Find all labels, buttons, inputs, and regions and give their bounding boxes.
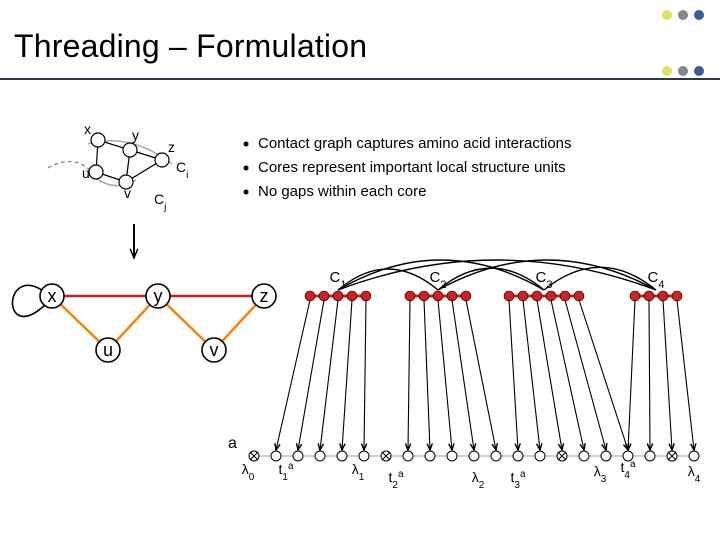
svg-text:a: a bbox=[228, 435, 237, 452]
svg-text:λ1: λ1 bbox=[352, 461, 365, 483]
svg-text:λ4: λ4 bbox=[688, 463, 701, 485]
svg-text:C2: C2 bbox=[430, 269, 447, 291]
svg-text:λ3: λ3 bbox=[594, 463, 607, 485]
svg-text:λ0: λ0 bbox=[242, 461, 255, 483]
svg-text:t3a: t3a bbox=[510, 469, 525, 491]
svg-text:Ci: Ci bbox=[176, 159, 188, 181]
svg-text:C3: C3 bbox=[536, 269, 553, 291]
svg-text:z: z bbox=[168, 139, 175, 155]
svg-text:t1a: t1a bbox=[278, 461, 293, 483]
svg-text:t4a: t4a bbox=[620, 459, 635, 481]
svg-text:y: y bbox=[154, 286, 163, 306]
svg-text:t2a: t2a bbox=[388, 469, 403, 491]
svg-text:z: z bbox=[260, 286, 269, 306]
svg-text:u: u bbox=[82, 165, 90, 181]
svg-text:Cj: Cj bbox=[154, 191, 166, 213]
svg-text:x: x bbox=[84, 121, 91, 137]
diagram-canvas: xyzuvCiCjxyzuvC1C2C3C4aλ0t1aλ1t2aλ2t3aλ3… bbox=[0, 0, 720, 540]
svg-text:v: v bbox=[124, 185, 131, 201]
svg-text:y: y bbox=[132, 127, 139, 143]
svg-text:u: u bbox=[103, 340, 113, 360]
svg-text:λ2: λ2 bbox=[472, 469, 485, 491]
svg-text:v: v bbox=[210, 340, 219, 360]
svg-text:x: x bbox=[48, 286, 57, 306]
